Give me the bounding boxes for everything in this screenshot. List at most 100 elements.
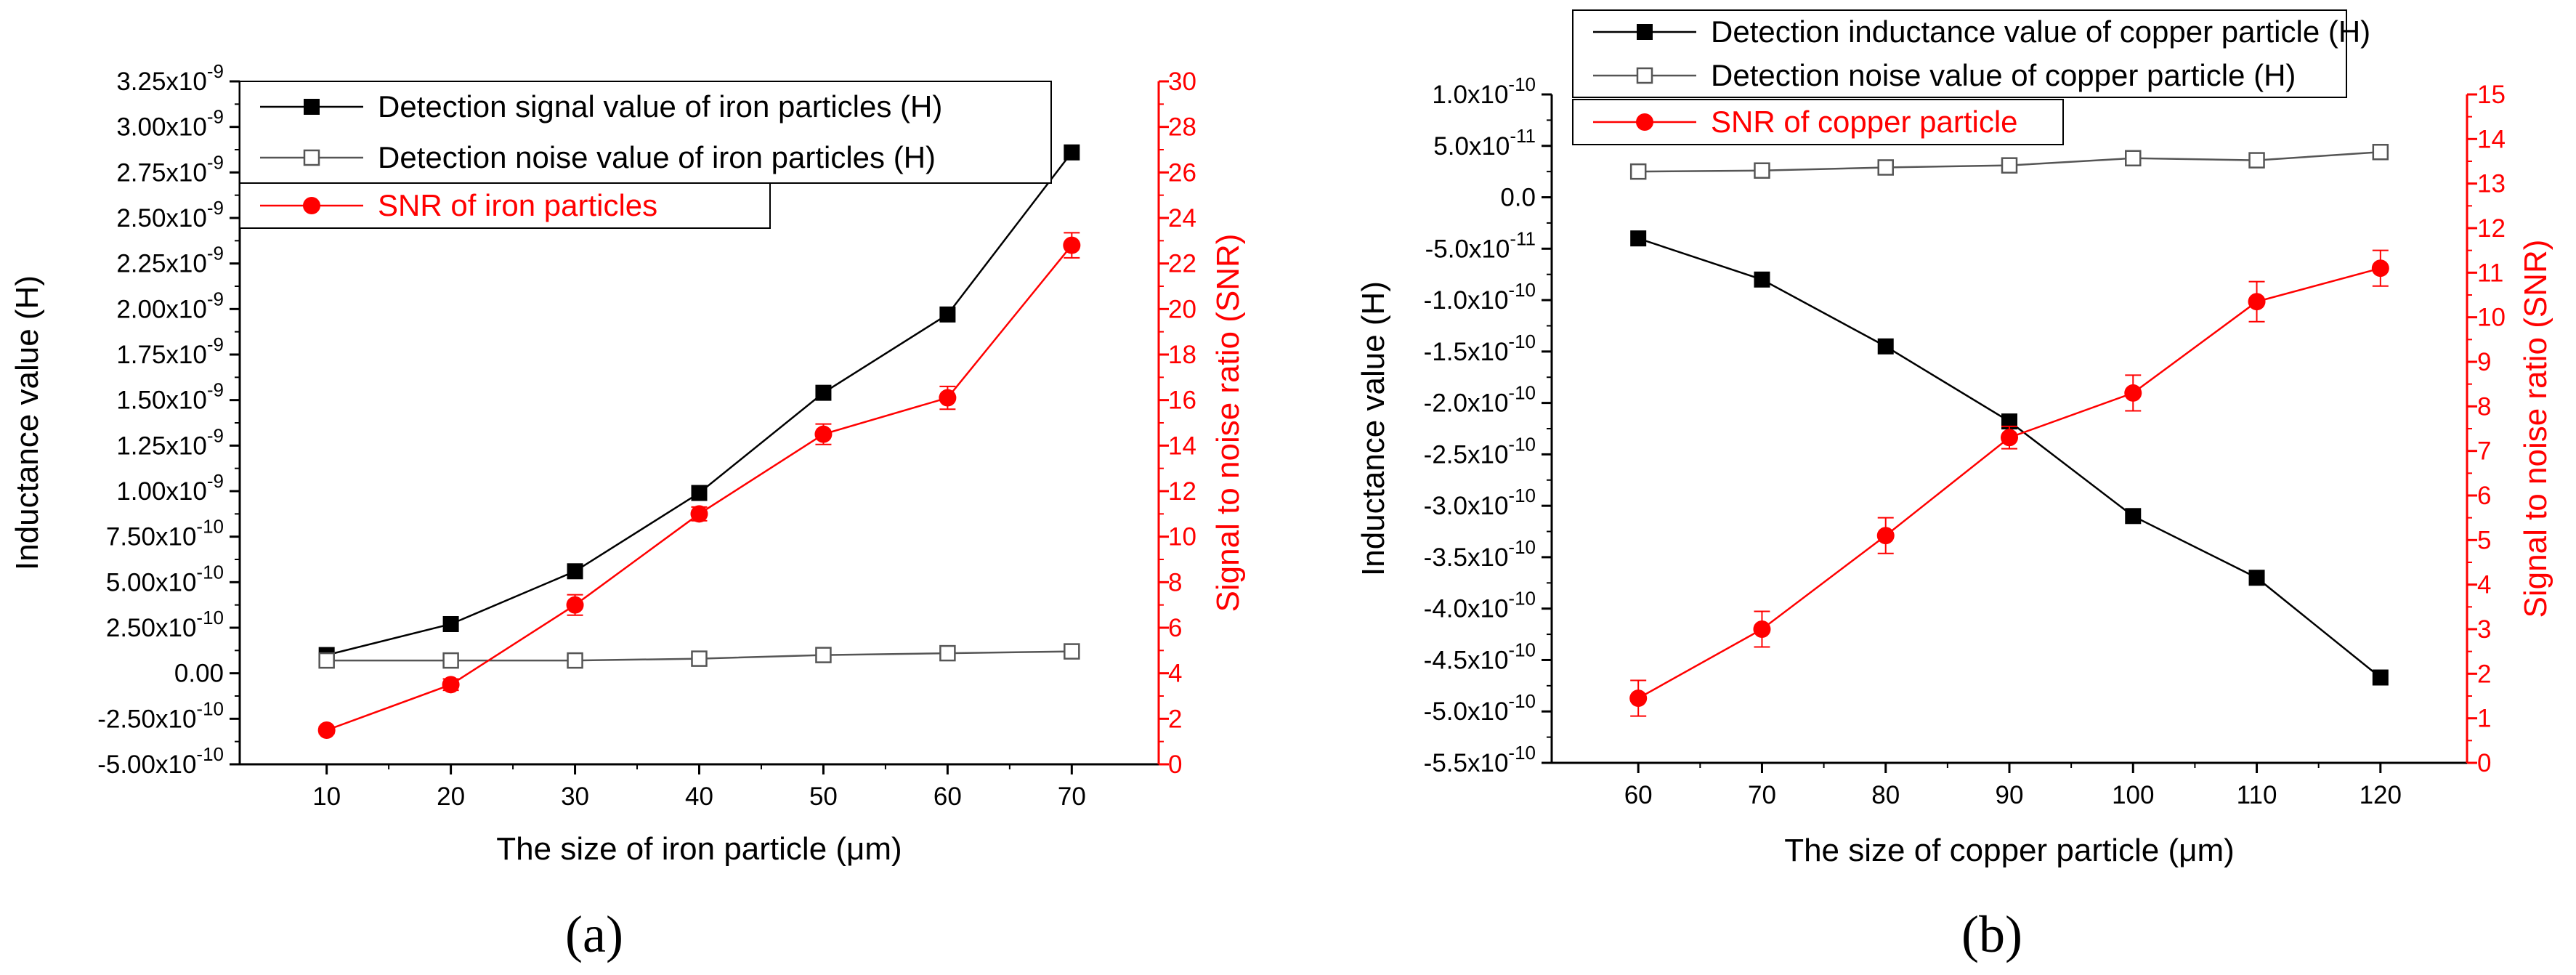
left-y-tick-label: 1.00x10-9 [116,470,224,506]
left-y-tick-exponent: -10 [1508,73,1536,95]
series-2-line [1637,267,2381,700]
data-point-open-square [691,650,708,667]
left-y-tick-exponent: -10 [196,516,224,538]
data-point-open-square [2125,150,2142,167]
left-y-tick-mantissa: -4.5x10 [1424,646,1509,674]
left-y-tick-mantissa: -5.00x10 [97,751,196,779]
left-y-tick-label: 1.25x10-9 [116,424,224,460]
left-y-tick-mantissa: 2.50x10 [116,204,207,232]
x-axis-title: The size of copper particle (μm) [1784,833,2235,868]
left-y-tick-label: 2.25x10-9 [116,243,224,278]
left-y-tick-mantissa: 2.25x10 [116,250,207,278]
left-y-tick-mantissa: 1.75x10 [116,341,207,369]
left-y-tick-label: -2.50x10-10 [97,697,224,733]
legend-box [239,81,1052,184]
data-point-open-square [1629,163,1647,180]
right-y-tick-label: 18 [1168,341,1196,369]
left-y-tick-exponent: -10 [1508,485,1536,506]
left-y-tick-exponent: -10 [1508,382,1536,404]
left-y-tick-exponent: -9 [207,470,224,492]
left-y-tick-mantissa: 1.0x10 [1432,81,1508,109]
legend-marker-circle [1636,113,1653,131]
left-y-tick-label: -2.5x10-10 [1424,433,1536,469]
legend-marker-open-square [1636,67,1653,84]
x-tick-label: 70 [1058,782,1086,811]
x-tick-label: 50 [809,782,838,811]
data-point-circle [939,389,957,407]
left-y-tick-exponent: -9 [207,424,224,446]
x-tick-label: 90 [1996,781,2024,809]
left-y-tick-mantissa: 2.50x10 [106,614,197,642]
right-y-tick-label: 2 [1168,705,1182,733]
data-point-square [1630,230,1647,247]
left-y-tick-exponent: -9 [207,151,224,173]
data-point-square [2372,669,2389,686]
data-point-open-square [1064,643,1080,660]
right-y-tick-label: 8 [2477,392,2491,421]
left-y-tick-exponent: -9 [207,60,224,82]
left-y-tick-label: -4.0x10-10 [1424,588,1536,623]
left-y-tick-mantissa: -2.0x10 [1424,389,1509,418]
x-tick-label: 60 [933,782,962,811]
data-point-open-square [2001,157,2018,174]
left-y-tick-mantissa: -5.5x10 [1424,749,1509,777]
right-y-tick-label: 15 [2477,81,2506,109]
left-y-tick-exponent: -10 [196,743,224,765]
x-tick-label: 10 [312,782,341,811]
data-point-circle [2124,384,2142,402]
data-point-square [2248,570,2265,586]
data-point-circle [2371,259,2389,278]
left-y-tick-label: 5.00x10-10 [106,561,224,596]
left-y-tick-mantissa: -3.5x10 [1424,543,1509,572]
left-y-tick-exponent: -11 [1510,125,1536,147]
right-y-tick-label: 11 [2477,259,2503,287]
left-y-tick-mantissa: -1.0x10 [1424,286,1509,315]
right-y-tick-label: 0 [1168,751,1182,779]
data-point-circle [566,596,584,614]
left-y-tick-mantissa: -2.5x10 [1424,440,1509,469]
data-point-square [1877,338,1894,355]
data-point-square [2125,508,2142,525]
right-y-tick-label: 7 [2477,437,2491,466]
data-point-open-square [1754,162,1770,179]
left-y-tick-mantissa: -1.5x10 [1424,338,1509,366]
panel-a: -5.00x10-10-2.50x10-100.002.50x10-105.00… [9,60,1246,963]
left-y-tick-exponent: -10 [1508,690,1536,712]
left-y-tick-label: -2.0x10-10 [1424,382,1536,418]
legend-marker-square [304,99,320,115]
data-point-square [1754,271,1770,288]
left-y-tick-label: 3.25x10-9 [116,60,224,96]
data-point-open-square [442,652,459,669]
left-y-tick-label: 0.00 [174,660,224,688]
left-y-tick-mantissa: 2.00x10 [116,295,207,323]
left-y-tick-label: -1.0x10-10 [1424,279,1536,315]
right-y-tick-label: 8 [1168,568,1182,596]
left-y-tick-mantissa: 1.00x10 [116,477,207,506]
legend-marker-open-square [303,149,320,166]
data-point-open-square [2248,152,2265,169]
x-axis-title: The size of iron particle (μm) [496,831,902,867]
data-point-open-square [567,652,583,669]
data-point-square [1064,144,1080,161]
legend-label: Detection inductance value of copper par… [1711,15,2370,49]
left-y-tick-mantissa: -5.0x10 [1425,235,1510,263]
data-point-open-square [939,644,956,662]
panel-label: (b) [1961,905,2022,963]
left-y-tick-label: 7.50x10-10 [106,516,224,551]
data-point-square [939,306,956,323]
right-y-tick-label: 14 [1168,432,1196,460]
left-y-tick-label: -3.0x10-10 [1424,485,1536,520]
right-y-tick-label: 26 [1168,158,1196,187]
data-point-open-square [1877,159,1894,176]
x-tick-label: 30 [561,782,589,811]
series-0-line [1637,237,2381,679]
right-y-tick-label: 6 [2477,482,2491,510]
data-point-circle [1753,620,1771,638]
left-y-tick-exponent: -9 [207,243,224,264]
right-y-tick-label: 0 [2477,749,2491,777]
left-y-tick-label: -5.5x10-10 [1424,742,1536,777]
right-y-axis-title: Signal to noise ratio (SNR) [1210,234,1246,612]
data-point-circle [317,721,336,739]
left-y-tick-mantissa: 5.00x10 [106,568,197,596]
legend-label: SNR of iron particles [378,188,657,222]
